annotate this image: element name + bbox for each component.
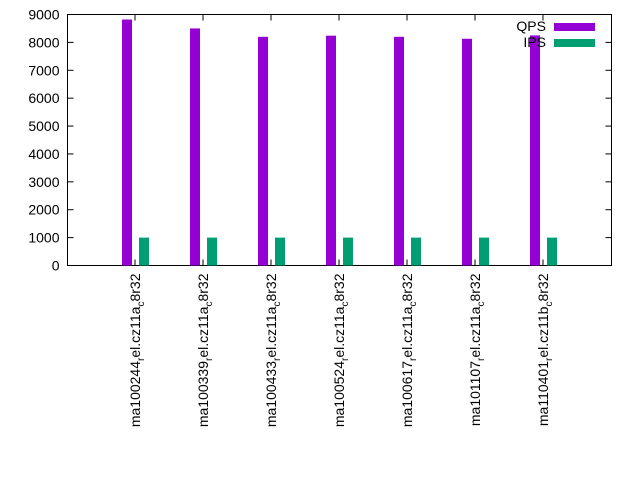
plot-frame (67, 14, 612, 266)
x-tick-label-part: el.cz11a (127, 306, 143, 357)
x-tick-label-part: ma100244 (127, 361, 143, 427)
bar-ips-4 (411, 237, 421, 266)
x-tick-label-sub: c (544, 302, 555, 307)
x-tick-label: ma110401rel.cz11bc8r32 (535, 273, 555, 426)
x-tick-label-sub: r (204, 357, 215, 361)
x-tick-label-part: 8r32 (399, 273, 415, 301)
y-tick-label: 5000 (28, 118, 59, 134)
y-tick-label: 9000 (28, 7, 59, 23)
legend-label-qps: QPS (516, 18, 546, 34)
x-tick-label-part: ma100433 (263, 361, 279, 427)
x-tick-label-sub: r (136, 357, 147, 361)
x-tick-label-sub: r (340, 357, 351, 361)
x-tick-label-sub: c (272, 302, 283, 307)
x-tick-label-part: 8r32 (535, 273, 551, 301)
x-tick-label-part: 8r32 (467, 273, 483, 301)
x-tick-label-part: 8r32 (263, 273, 279, 301)
x-tick-label-sub: r (476, 357, 487, 361)
x-tick-label: ma100339rel.cz11ac8r32 (195, 273, 215, 427)
x-tick-label-part: el.cz11a (331, 306, 347, 357)
y-tick-label: 6000 (28, 90, 59, 106)
bar-qps-2 (258, 36, 268, 266)
x-tick-label: ma101107rel.cz11ac8r32 (467, 273, 487, 426)
bar-ips-6 (547, 237, 557, 266)
y-tick-label: 2000 (28, 202, 59, 218)
x-tick-label: ma100433rel.cz11ac8r32 (263, 273, 283, 427)
bar-qps-0 (122, 19, 132, 266)
y-tick-label: 7000 (28, 62, 59, 78)
x-tick-label-sub: r (272, 357, 283, 361)
x-tick-label-part: ma101107 (467, 361, 483, 426)
bar-qps-5 (462, 38, 472, 266)
x-tick-label-part: el.cz11a (467, 306, 483, 357)
x-tick-label-part: ma100339 (195, 361, 211, 427)
bar-qps-1 (190, 28, 200, 266)
x-tick-label-part: el.cz11b (535, 306, 551, 357)
x-tick-label: ma100524rel.cz11ac8r32 (331, 273, 351, 427)
bar-ips-1 (207, 237, 217, 266)
bar-ips-5 (479, 237, 489, 266)
x-tick-label-sub: r (408, 357, 419, 361)
x-tick-label-part: 8r32 (127, 273, 143, 301)
bar-qps-4 (394, 36, 404, 266)
y-axis: 0 1000 2000 3000 4000 5000 6000 7000 8000 9000 (28, 7, 612, 274)
bars (122, 19, 557, 266)
x-tick-label-part: ma110401 (535, 361, 551, 426)
bar-ips-3 (343, 237, 353, 266)
x-tick-label-part: ma100524 (331, 361, 347, 427)
x-tick-label-part: 8r32 (195, 273, 211, 301)
x-tick-label-sub: c (476, 302, 487, 307)
x-axis: ma100244rel.cz11ac8r32ma100339rel.cz11ac… (127, 14, 555, 427)
x-tick-label-part: ma100617 (399, 361, 415, 427)
x-tick-label-sub: c (136, 302, 147, 307)
y-tick-label: 4000 (28, 146, 59, 162)
x-tick-label-sub: c (408, 302, 419, 307)
bar-qps-6 (530, 35, 540, 266)
bar-ips-0 (139, 237, 149, 266)
bar-ips-2 (275, 237, 285, 266)
x-tick-label: ma100617rel.cz11ac8r32 (399, 273, 419, 427)
y-tick-label: 1000 (28, 230, 59, 246)
legend-swatch-ips (554, 39, 595, 47)
x-tick-label-part: 8r32 (331, 273, 347, 301)
x-tick-label-sub: c (204, 302, 215, 307)
x-tick-label-part: el.cz11a (399, 306, 415, 357)
legend-swatch-qps (554, 23, 595, 31)
bar-qps-3 (326, 35, 336, 266)
y-tick-label: 8000 (28, 34, 59, 50)
y-tick-label: 0 (52, 258, 60, 274)
x-tick-label-part: el.cz11a (263, 306, 279, 357)
x-tick-label-sub: r (544, 357, 555, 361)
x-tick-label: ma100244rel.cz11ac8r32 (127, 273, 147, 427)
y-tick-label: 3000 (28, 174, 59, 190)
x-tick-label-sub: c (340, 302, 351, 307)
legend-label-ips: IPS (523, 34, 546, 50)
x-tick-label-part: el.cz11a (195, 306, 211, 357)
